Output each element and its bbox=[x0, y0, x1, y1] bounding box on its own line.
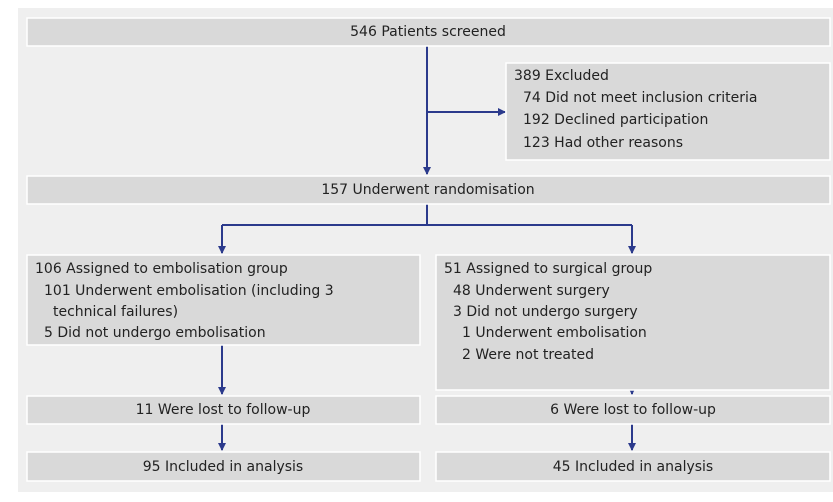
node-item: 192 Declined participation bbox=[523, 112, 708, 128]
node-label: 157 Underwent randomisation bbox=[321, 182, 534, 198]
box-screened bbox=[26, 17, 831, 47]
box-excluded bbox=[505, 62, 831, 161]
node-item: 1 Underwent embolisation bbox=[462, 325, 647, 341]
node-item: 123 Had other reasons bbox=[523, 135, 683, 151]
node-item: 74 Did not meet inclusion criteria bbox=[523, 90, 757, 106]
node-label: 546 Patients screened bbox=[350, 24, 506, 40]
node-label: 389 Excluded bbox=[514, 68, 609, 84]
box-analysis-left bbox=[26, 451, 421, 482]
node-item: 5 Did not undergo embolisation bbox=[44, 325, 266, 341]
node-label: 51 Assigned to surgical group bbox=[444, 261, 652, 277]
node-item: 3 Did not undergo surgery bbox=[453, 304, 638, 320]
box-analysis-right bbox=[435, 451, 831, 482]
box-lost-right bbox=[435, 395, 831, 425]
node-label: 45 Included in analysis bbox=[553, 459, 713, 475]
box-embolisation bbox=[26, 254, 421, 346]
box-randomised bbox=[26, 175, 831, 205]
node-label: 106 Assigned to embolisation group bbox=[35, 261, 288, 277]
node-item: 101 Underwent embolisation (including 3 bbox=[44, 283, 334, 299]
node-label: 95 Included in analysis bbox=[143, 459, 303, 475]
node-label: 6 Were lost to follow-up bbox=[550, 402, 716, 418]
node-item: 2 Were not treated bbox=[462, 347, 594, 363]
box-surgical bbox=[435, 254, 831, 391]
node-label: 11 Were lost to follow-up bbox=[136, 402, 311, 418]
node-item: technical failures) bbox=[53, 304, 178, 320]
box-lost-left bbox=[26, 395, 421, 425]
node-item: 48 Underwent surgery bbox=[453, 283, 610, 299]
